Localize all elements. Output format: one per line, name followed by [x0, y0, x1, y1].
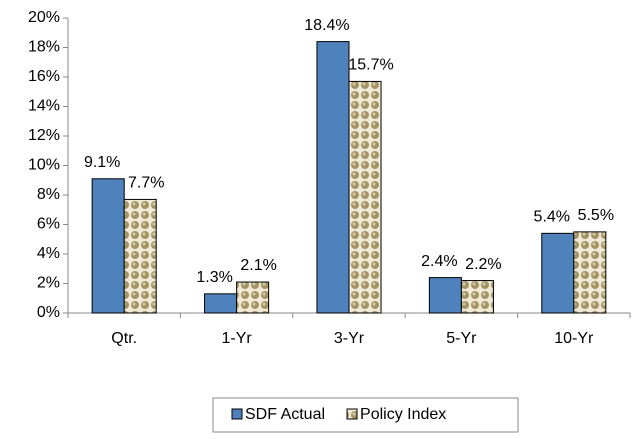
y-tick-label: 20%	[28, 9, 60, 26]
bar	[348, 80, 382, 314]
bar	[204, 293, 238, 314]
bar	[316, 41, 350, 314]
legend-swatch	[346, 408, 358, 420]
y-tick-label: 18%	[28, 39, 60, 56]
value-label: 7.7%	[128, 175, 164, 192]
y-tick-label: 14%	[28, 98, 60, 115]
y-tick-label: 6%	[37, 216, 60, 233]
value-label: 5.5%	[578, 207, 614, 224]
legend-box	[212, 397, 519, 433]
bar	[460, 280, 494, 314]
legend-swatch	[231, 408, 243, 420]
y-tick-label: 2%	[37, 275, 60, 292]
x-tick-label: 1-Yr	[221, 330, 252, 347]
x-tick-label: 3-Yr	[334, 330, 365, 347]
x-tick-label: 10-Yr	[554, 330, 594, 347]
bar	[91, 178, 125, 314]
y-tick-label: 16%	[28, 68, 60, 85]
bar	[541, 232, 575, 314]
bar	[573, 231, 607, 314]
value-label: 2.4%	[421, 253, 457, 270]
value-label: 2.1%	[240, 257, 276, 274]
legend-label: SDF Actual	[245, 406, 325, 423]
value-label: 15.7%	[348, 57, 393, 74]
value-label: 9.1%	[84, 154, 120, 171]
x-tick-label: 5-Yr	[446, 330, 477, 347]
y-tick-label: 8%	[37, 186, 60, 203]
value-label: 5.4%	[534, 209, 570, 226]
bar	[123, 198, 157, 314]
legend-label: Policy Index	[360, 406, 446, 423]
x-tick-label: Qtr.	[111, 330, 137, 347]
y-tick-label: 0%	[37, 304, 60, 321]
value-label: 1.3%	[196, 269, 232, 286]
value-label: 18.4%	[304, 17, 349, 34]
y-tick-label: 4%	[37, 245, 60, 262]
bar	[236, 281, 270, 314]
bar	[428, 277, 462, 314]
value-label: 2.2%	[465, 256, 501, 273]
y-tick-label: 10%	[28, 157, 60, 174]
y-tick-label: 12%	[28, 127, 60, 144]
